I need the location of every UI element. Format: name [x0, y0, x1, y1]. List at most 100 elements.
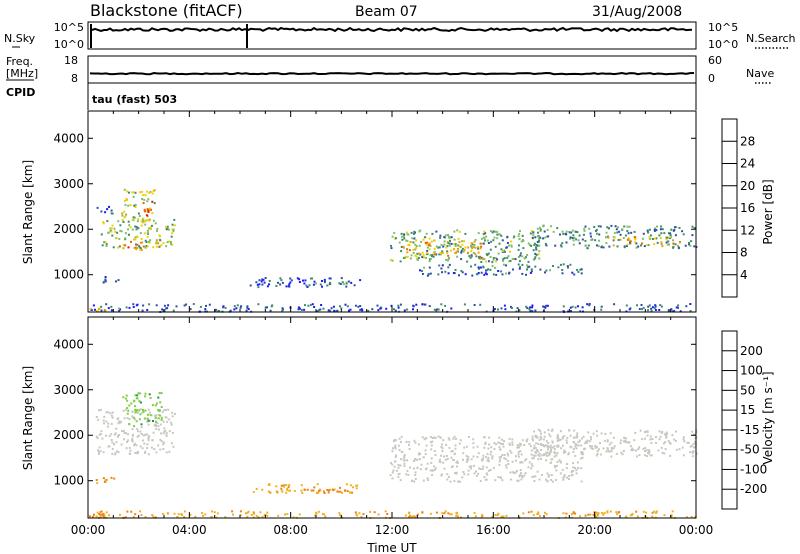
scatter-cell: [127, 204, 130, 207]
scatter-cell: [675, 226, 678, 229]
scatter-cell: [573, 236, 576, 239]
scatter-cell: [324, 515, 327, 518]
scatter-cell: [619, 233, 622, 236]
scatter-cell: [609, 510, 612, 513]
scatter-cell: [97, 451, 100, 454]
scatter-cell: [261, 516, 264, 518]
scatter-cell: [153, 424, 156, 427]
scatter-cell: [691, 225, 694, 228]
scatter-cell: [440, 243, 443, 246]
scatter-cell: [171, 228, 174, 231]
scatter-cell: [534, 475, 537, 478]
scatter-cell: [506, 235, 509, 238]
scatter-cell: [305, 284, 308, 287]
scatter-cell: [572, 466, 575, 469]
scatter-cell: [583, 229, 586, 232]
scatter-cell: [504, 308, 507, 311]
scatter-cell: [137, 218, 140, 221]
scatter-cell: [493, 448, 496, 450]
scatter-cell: [590, 235, 592, 238]
scatter-cell: [391, 235, 394, 238]
scatter-cell: [131, 228, 134, 231]
scatter-cell: [155, 242, 158, 245]
scatter-cell: [595, 511, 598, 514]
scatter-cell: [145, 214, 148, 217]
scatter-cell: [340, 277, 343, 280]
scatter-cell: [670, 515, 673, 518]
scatter-cell: [463, 240, 465, 243]
scatter-cell: [240, 305, 243, 308]
scatter-cell: [454, 444, 457, 447]
y-tick-label: 2000: [53, 428, 84, 442]
y-tick-label: 1000: [53, 268, 84, 282]
scatter-cell: [534, 236, 537, 239]
colorbar-tick-label: 12: [740, 223, 755, 237]
scatter-cell: [592, 513, 595, 516]
scatter-cell: [301, 491, 304, 494]
scatter-cell: [557, 444, 560, 447]
scatter-cell: [307, 304, 310, 307]
scatter-cell: [513, 472, 516, 474]
scatter-cell: [327, 491, 330, 494]
scatter-cell: [431, 232, 434, 235]
scatter-cell: [149, 207, 151, 210]
scatter-cell: [575, 434, 578, 437]
scatter-cell: [452, 272, 455, 274]
scatter-cell: [358, 512, 361, 515]
scatter-cell: [136, 235, 139, 238]
scatter-cell: [469, 256, 472, 259]
scatter-cell: [663, 514, 666, 517]
scatter-cell: [257, 286, 260, 289]
scatter-cell: [456, 229, 459, 232]
scatter-cell: [431, 437, 434, 439]
scatter-cell: [540, 444, 542, 446]
scatter-cell: [505, 264, 507, 267]
scatter-cell: [438, 253, 441, 256]
scatter-cell: [467, 473, 470, 476]
scatter-cell: [103, 514, 106, 517]
scatter-cell: [477, 266, 480, 269]
scatter-cell: [345, 281, 348, 284]
scatter-cell: [141, 411, 144, 414]
scatter-cell: [672, 246, 675, 249]
scatter-cell: [554, 479, 557, 481]
power-ylabel: Slant Range [km]: [21, 160, 35, 264]
scatter-cell: [189, 308, 192, 311]
scatter-cell: [159, 414, 162, 417]
scatter-cell: [328, 277, 331, 280]
scatter-cell: [449, 480, 452, 483]
scatter-cell: [350, 281, 353, 284]
scatter-cell: [250, 514, 253, 516]
scatter-cell: [141, 241, 144, 244]
scatter-cell: [104, 278, 107, 281]
scatter-cell: [589, 445, 592, 448]
scatter-cell: [404, 256, 407, 259]
scatter-cell: [165, 434, 168, 437]
scatter-cell: [173, 218, 176, 221]
scatter-cell: [612, 236, 615, 239]
scatter-cell: [441, 271, 443, 274]
scatter-cell: [410, 480, 413, 482]
scatter-cell: [610, 450, 613, 453]
scatter-cell: [557, 445, 560, 448]
scatter-cell: [480, 245, 483, 248]
scatter-cell: [643, 245, 646, 248]
scatter-cell: [102, 514, 105, 517]
scatter-cell: [589, 436, 592, 439]
scatter-cell: [570, 513, 573, 516]
scatter-cell: [502, 263, 505, 266]
scatter-cell: [669, 454, 672, 457]
scatter-cell: [115, 280, 117, 283]
scatter-cell: [456, 255, 459, 258]
scatter-cell: [501, 438, 504, 441]
noise-tick-left-top: 10^5: [54, 21, 84, 34]
scatter-cell: [540, 474, 543, 476]
scatter-cell: [157, 413, 160, 416]
colorbar-tick-label: 100: [740, 364, 763, 378]
scatter-cell: [497, 308, 499, 311]
scatter-cell: [532, 249, 535, 252]
scatter-cell: [448, 244, 451, 247]
nsearch-label: N.Search: [746, 32, 796, 45]
scatter-cell: [400, 458, 403, 461]
